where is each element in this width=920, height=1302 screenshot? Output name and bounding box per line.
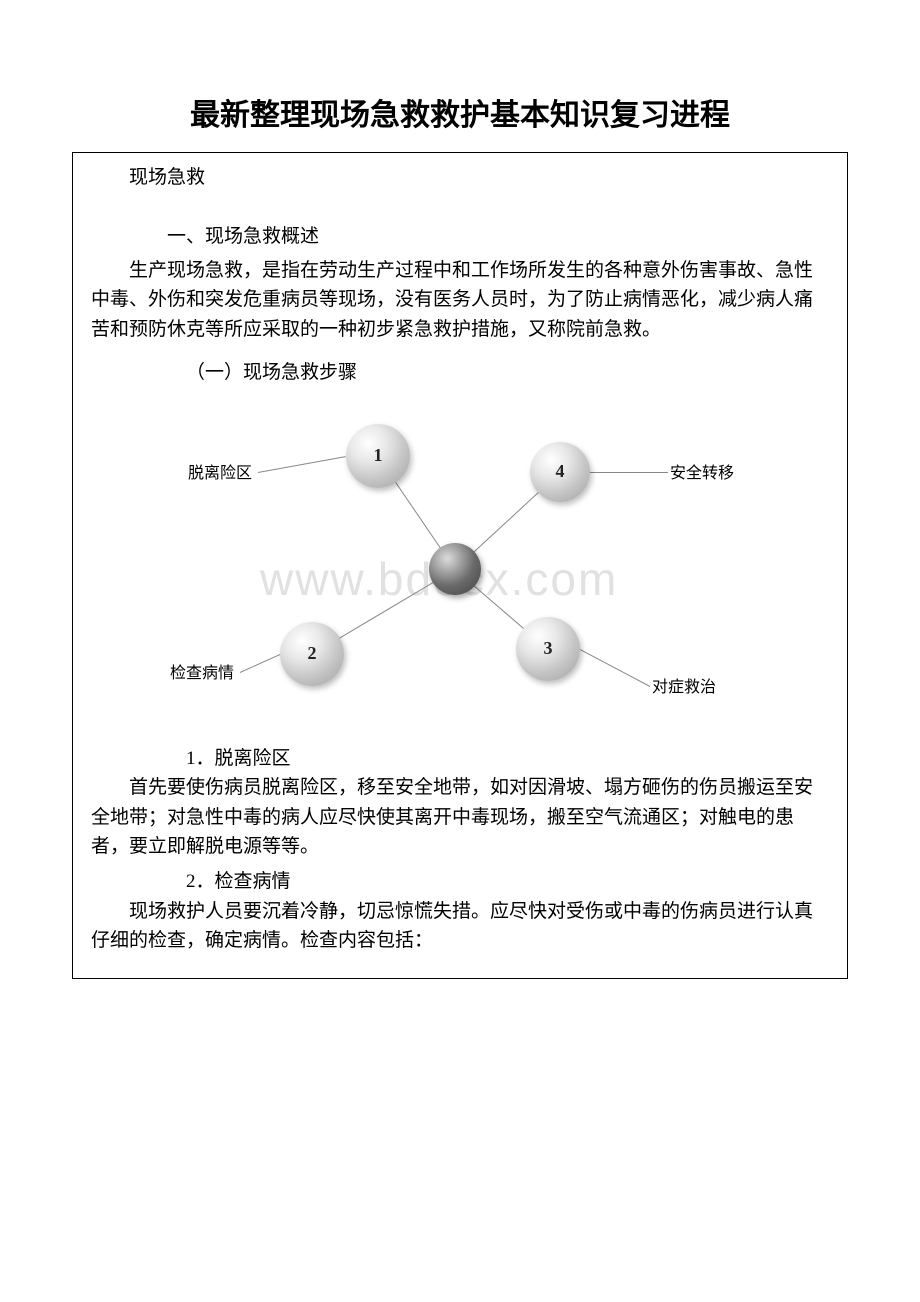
page-title: 最新整理现场急救救护基本知识复习进程 (72, 90, 848, 134)
diagram-node-1: 1 (346, 424, 410, 488)
item1-paragraph: 首先要使伤病员脱离险区，移至安全地带，如对因滑坡、塌方砸伤的伤员搬运至安全地带；… (91, 773, 829, 861)
label-leader-line (258, 456, 346, 473)
diagram-center-node (429, 543, 481, 595)
item2-paragraph: 现场救护人员要沉着冷静，切忌惊慌失措。应尽快对受伤或中毒的伤病员进行认真仔细的检… (91, 897, 829, 956)
label-leader-line (580, 649, 650, 687)
label-leader-line (590, 472, 668, 473)
item2-heading: 2．检查病情 (91, 867, 829, 896)
subheading: 现场急救 (91, 163, 829, 192)
diagram-label: 安全转移 (670, 462, 734, 487)
item1-heading: 1．脱离险区 (91, 744, 829, 773)
section-heading-overview: 一、现场急救概述 (91, 222, 829, 251)
label-leader-line (240, 654, 280, 673)
diagram-node-2: 2 (280, 622, 344, 686)
diagram-label: 脱离险区 (188, 462, 252, 487)
subsection-heading-steps: （一）现场急救步骤 (91, 358, 829, 387)
diagram-node-3: 3 (516, 617, 580, 681)
diagram-label: 对症救治 (652, 676, 716, 701)
overview-paragraph: 生产现场急救，是指在劳动生产过程中和工作场所发生的各种意外伤害事故、急性中毒、外… (91, 256, 829, 344)
content-box: 现场急救 一、现场急救概述 生产现场急救，是指在劳动生产过程中和工作场所发生的各… (72, 152, 848, 979)
steps-diagram: www.bdocx.com 1234脱离险区安全转移检查病情对症救治 (150, 404, 770, 724)
diagram-node-4: 4 (530, 442, 590, 502)
diagram-label: 检查病情 (170, 662, 234, 687)
